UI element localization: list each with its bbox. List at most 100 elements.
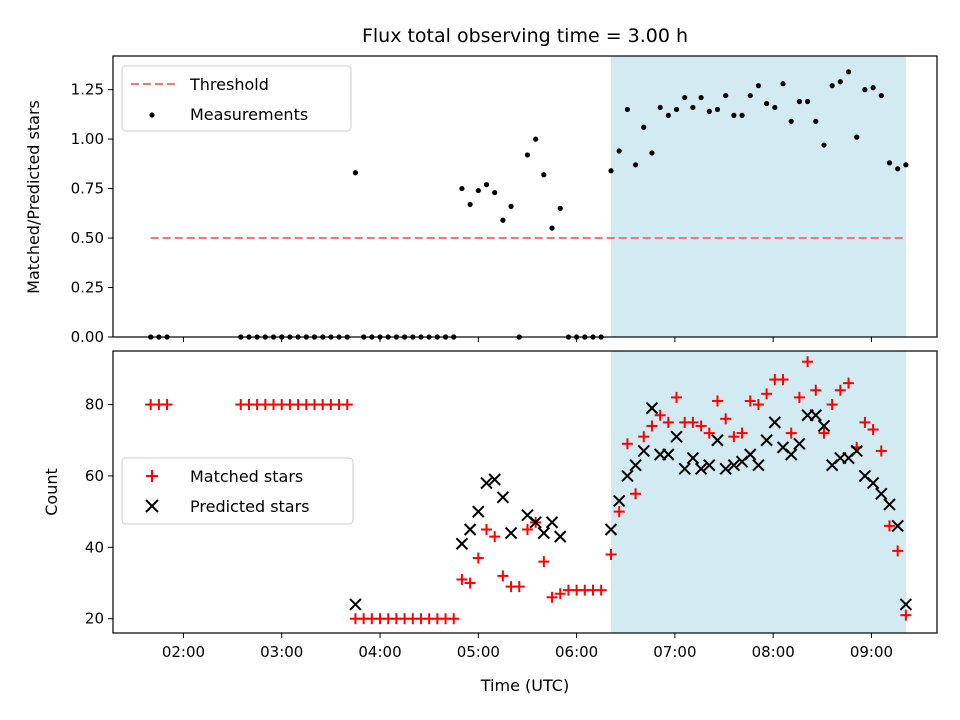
matched-star-point bbox=[900, 609, 912, 621]
measurement-point bbox=[632, 162, 639, 168]
legend-predicted-swatch bbox=[145, 499, 159, 513]
x-tick-label: 02:00 bbox=[162, 643, 205, 661]
matched-star-point bbox=[802, 356, 814, 368]
matched-star-point bbox=[538, 556, 550, 568]
matched-star-point bbox=[883, 520, 895, 532]
x-tick-label: 07:00 bbox=[653, 643, 696, 661]
matched-star-point bbox=[843, 377, 855, 389]
predicted-star-point bbox=[752, 459, 765, 472]
measurement-point bbox=[780, 81, 786, 87]
top-axes-frame bbox=[112, 55, 938, 338]
measurement-point bbox=[557, 205, 563, 211]
matched-star-point bbox=[646, 420, 658, 432]
matched-star-point bbox=[711, 395, 723, 407]
matched-star-point bbox=[695, 420, 707, 432]
matched-star-point bbox=[654, 409, 666, 421]
matched-star-point bbox=[752, 399, 764, 411]
predicted-star-point bbox=[496, 491, 510, 504]
measurement-point bbox=[870, 85, 876, 91]
measurement-point bbox=[500, 217, 506, 223]
matched-star-point bbox=[867, 424, 879, 436]
top-y-tick-label: 0.50 bbox=[71, 229, 104, 247]
legend-predicted-label: Predicted stars bbox=[190, 497, 310, 516]
top-y-tick-label: 0.00 bbox=[71, 328, 104, 346]
measurement-point bbox=[739, 112, 745, 118]
measurement-point bbox=[895, 166, 901, 172]
x-tick-label: 05:00 bbox=[457, 643, 500, 661]
measurement-point bbox=[657, 104, 663, 111]
bottom-y-tick-label: 60 bbox=[85, 467, 104, 485]
measurement-point bbox=[788, 118, 794, 124]
predicted-star-point bbox=[662, 448, 675, 461]
predicted-star-point bbox=[817, 419, 831, 433]
top-y-axis-label: Matched/Predicted stars bbox=[24, 100, 43, 294]
top-y-tick-label: 1.25 bbox=[71, 81, 104, 99]
measurement-point bbox=[764, 100, 770, 107]
matched-star-point bbox=[605, 548, 617, 560]
legend-measurements-swatch bbox=[149, 112, 155, 118]
bottom-legend-box bbox=[121, 457, 354, 525]
predicted-star-point bbox=[455, 537, 469, 550]
predicted-star-point bbox=[349, 598, 362, 611]
measurement-point bbox=[541, 172, 547, 178]
predicted-star-point bbox=[703, 459, 716, 472]
bottom-x-ticks: 02:00 03:00 04:00 05:00 06:00 07:00 08:00 09:00 bbox=[162, 633, 893, 661]
predicted-star-point bbox=[504, 526, 518, 540]
measurement-point bbox=[649, 150, 655, 156]
matched-star-point bbox=[671, 391, 683, 403]
measurement-point bbox=[854, 134, 860, 140]
predicted-star-point bbox=[637, 444, 650, 458]
matched-star-point bbox=[456, 573, 468, 585]
predicted-star-point bbox=[554, 530, 567, 543]
measurement-point bbox=[641, 124, 647, 130]
measurement-point bbox=[549, 225, 555, 231]
matched-star-point bbox=[785, 427, 797, 439]
predicted-star-point bbox=[711, 434, 724, 447]
matched-star-point bbox=[448, 613, 460, 625]
predicted-star-point bbox=[537, 526, 551, 540]
matched-star-point bbox=[662, 416, 674, 428]
measurement-point bbox=[862, 87, 868, 93]
bottom-y-axis-label: Count bbox=[42, 468, 61, 516]
matched-star-point bbox=[826, 399, 838, 411]
predicted-star-point bbox=[529, 516, 542, 529]
predicted-star-point bbox=[850, 444, 863, 458]
x-tick-label: 09:00 bbox=[850, 643, 893, 661]
matched-star-point bbox=[472, 552, 484, 564]
matched-star-point bbox=[497, 570, 509, 582]
predicted-star-point bbox=[719, 462, 732, 476]
legend-measurements-label: Measurements bbox=[190, 105, 308, 124]
measurement-point bbox=[878, 92, 884, 99]
measurement-point bbox=[508, 203, 514, 209]
legend-matched-swatch bbox=[146, 470, 158, 482]
star-count-points bbox=[145, 356, 913, 625]
measurement-point bbox=[755, 83, 762, 89]
matched-star-point bbox=[546, 591, 558, 603]
measurement-point bbox=[731, 112, 737, 118]
measurement-point bbox=[475, 187, 481, 194]
predicted-star-point bbox=[744, 448, 757, 461]
measurement-point bbox=[747, 92, 753, 99]
matched-star-point bbox=[728, 431, 740, 443]
bottom-axes-frame bbox=[112, 350, 938, 634]
predicted-star-point bbox=[480, 476, 493, 490]
measurement-point bbox=[772, 104, 778, 111]
measurement-point bbox=[796, 98, 802, 105]
x-tick-label: 08:00 bbox=[752, 643, 795, 661]
matched-star-point bbox=[834, 384, 846, 396]
predicted-star-point bbox=[866, 476, 880, 490]
matched-star-point bbox=[521, 523, 533, 535]
matched-star-point bbox=[793, 391, 805, 403]
measurement-point bbox=[524, 152, 531, 158]
measurement-point bbox=[483, 182, 490, 188]
predicted-star-point bbox=[645, 401, 659, 415]
measurement-point bbox=[837, 79, 843, 85]
measurement-point bbox=[492, 189, 498, 196]
matched-star-point bbox=[744, 395, 756, 407]
matched-star-point bbox=[720, 413, 732, 425]
measurement-point bbox=[616, 148, 622, 154]
measurement-point bbox=[467, 201, 473, 208]
top-y-tick-label: 0.25 bbox=[71, 279, 104, 297]
top-y-tick-label: 1.00 bbox=[71, 130, 104, 148]
matched-star-point bbox=[341, 399, 353, 411]
